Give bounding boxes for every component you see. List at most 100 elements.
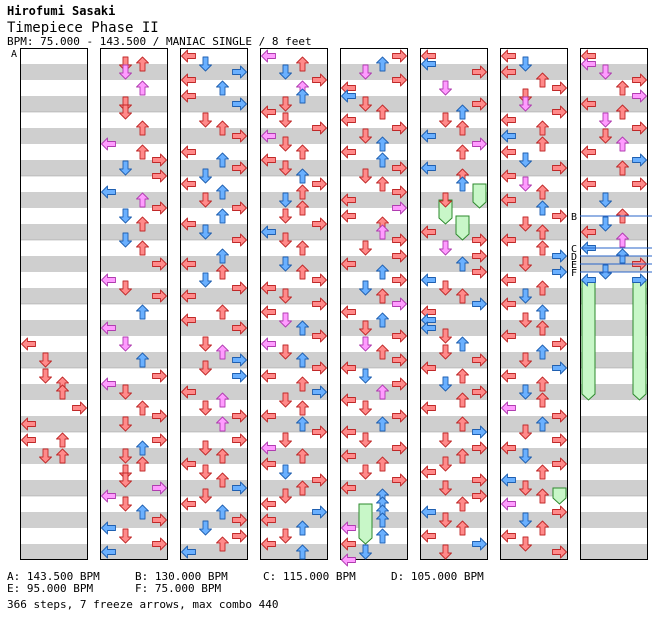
- beat-stripe: [180, 416, 248, 432]
- step-arrow-up: [136, 440, 149, 456]
- step-arrow-up: [376, 136, 389, 152]
- column-border: [420, 48, 488, 560]
- step-arrow-right: [312, 473, 327, 487]
- step-arrow-down: [39, 448, 52, 464]
- step-arrow-up: [376, 528, 389, 544]
- step-arrow-down: [199, 520, 212, 536]
- beat-stripe: [340, 224, 408, 240]
- step-arrow-down: [439, 192, 452, 208]
- step-arrow-left: [21, 337, 36, 351]
- bpm-change-label: D: [571, 252, 577, 263]
- step-arrow-right: [312, 73, 327, 87]
- step-arrow-up: [536, 120, 549, 136]
- step-arrow-down: [599, 128, 612, 144]
- step-arrow-up: [536, 464, 549, 480]
- step-arrow-up: [216, 504, 229, 520]
- beat-stripe: [180, 224, 248, 240]
- step-arrow-right: [552, 545, 567, 559]
- step-arrow-left: [181, 145, 196, 159]
- beat-stripe: [340, 416, 408, 432]
- step-arrow-down: [519, 216, 532, 232]
- step-arrow-up: [376, 264, 389, 280]
- beat-stripe: [420, 448, 488, 464]
- beat-stripe: [20, 256, 88, 272]
- beat-stripe: [180, 544, 248, 560]
- beat-stripe: [580, 96, 648, 112]
- step-arrow-left: [421, 321, 436, 335]
- step-arrow-right: [152, 257, 167, 271]
- beat-stripe: [580, 288, 648, 304]
- beat-stripe: [580, 64, 648, 80]
- beat-stripe: [260, 320, 328, 336]
- bpm-legend-b: B: 130.000 BPM: [135, 570, 228, 583]
- step-arrow-up: [296, 376, 309, 392]
- step-arrow-right: [232, 129, 247, 143]
- bpm-change-label: C: [571, 244, 577, 255]
- beat-stripe: [20, 96, 88, 112]
- step-arrow-right: [552, 433, 567, 447]
- step-arrow-left: [181, 89, 196, 103]
- step-arrow-down: [439, 544, 452, 560]
- step-arrow-left: [181, 73, 196, 87]
- beat-stripe: [180, 448, 248, 464]
- beat-stripe: [340, 128, 408, 144]
- step-arrow-down: [199, 272, 212, 288]
- step-arrow-left: [501, 49, 516, 63]
- chart-column: [180, 48, 248, 560]
- beat-stripe: [340, 64, 408, 80]
- step-arrow-down: [439, 456, 452, 472]
- step-arrow-down: [119, 472, 132, 488]
- beat-stripe: [580, 192, 648, 208]
- step-arrow-left: [501, 113, 516, 127]
- beat-stripe: [420, 384, 488, 400]
- step-arrow-up: [456, 520, 469, 536]
- beat-stripe: [100, 160, 168, 176]
- step-arrow-up: [216, 248, 229, 264]
- step-arrow-down: [599, 216, 612, 232]
- step-arrow-left: [261, 153, 276, 167]
- step-arrow-down: [519, 96, 532, 112]
- step-arrow-down: [519, 256, 532, 272]
- step-arrow-down: [359, 400, 372, 416]
- step-arrow-up: [296, 240, 309, 256]
- step-arrow-up: [216, 120, 229, 136]
- step-arrow-left: [341, 361, 356, 375]
- column-border: [180, 48, 248, 560]
- beat-stripe: [20, 416, 88, 432]
- chart-info: BPM: 75.000 - 143.500 / MANIAC SINGLE / …: [7, 35, 312, 48]
- step-arrow-up: [216, 184, 229, 200]
- step-arrow-up: [216, 264, 229, 280]
- step-arrow-left: [501, 145, 516, 159]
- beat-stripe: [260, 416, 328, 432]
- step-arrow-up: [536, 240, 549, 256]
- step-arrow-right: [472, 265, 487, 279]
- step-arrow-down: [519, 512, 532, 528]
- step-arrow-down: [439, 480, 452, 496]
- step-arrow-up: [296, 56, 309, 72]
- beat-stripe: [260, 544, 328, 560]
- step-arrow-down: [279, 312, 292, 328]
- chart-column: [100, 48, 168, 560]
- step-arrow-left: [261, 337, 276, 351]
- chart-column: [20, 48, 88, 560]
- beat-stripe: [580, 224, 648, 240]
- chart-column: [420, 48, 488, 560]
- step-arrow-up: [296, 320, 309, 336]
- step-arrow-right: [152, 153, 167, 167]
- step-arrow-right: [392, 233, 407, 247]
- beat-stripe: [340, 448, 408, 464]
- step-arrow-right: [152, 289, 167, 303]
- step-arrow-down: [279, 464, 292, 480]
- step-arrow-up: [536, 416, 549, 432]
- step-arrow-left: [501, 65, 516, 79]
- step-arrow-down: [519, 88, 532, 104]
- step-arrow-up: [376, 288, 389, 304]
- step-arrow-up: [536, 200, 549, 216]
- step-arrow-down: [279, 528, 292, 544]
- step-arrow-up: [536, 376, 549, 392]
- step-arrow-left: [341, 305, 356, 319]
- beat-stripe: [420, 544, 488, 560]
- beat-stripe: [580, 448, 648, 464]
- beat-stripe: [500, 192, 568, 208]
- bpm-legend-c: C: 115.000 BPM: [263, 570, 356, 583]
